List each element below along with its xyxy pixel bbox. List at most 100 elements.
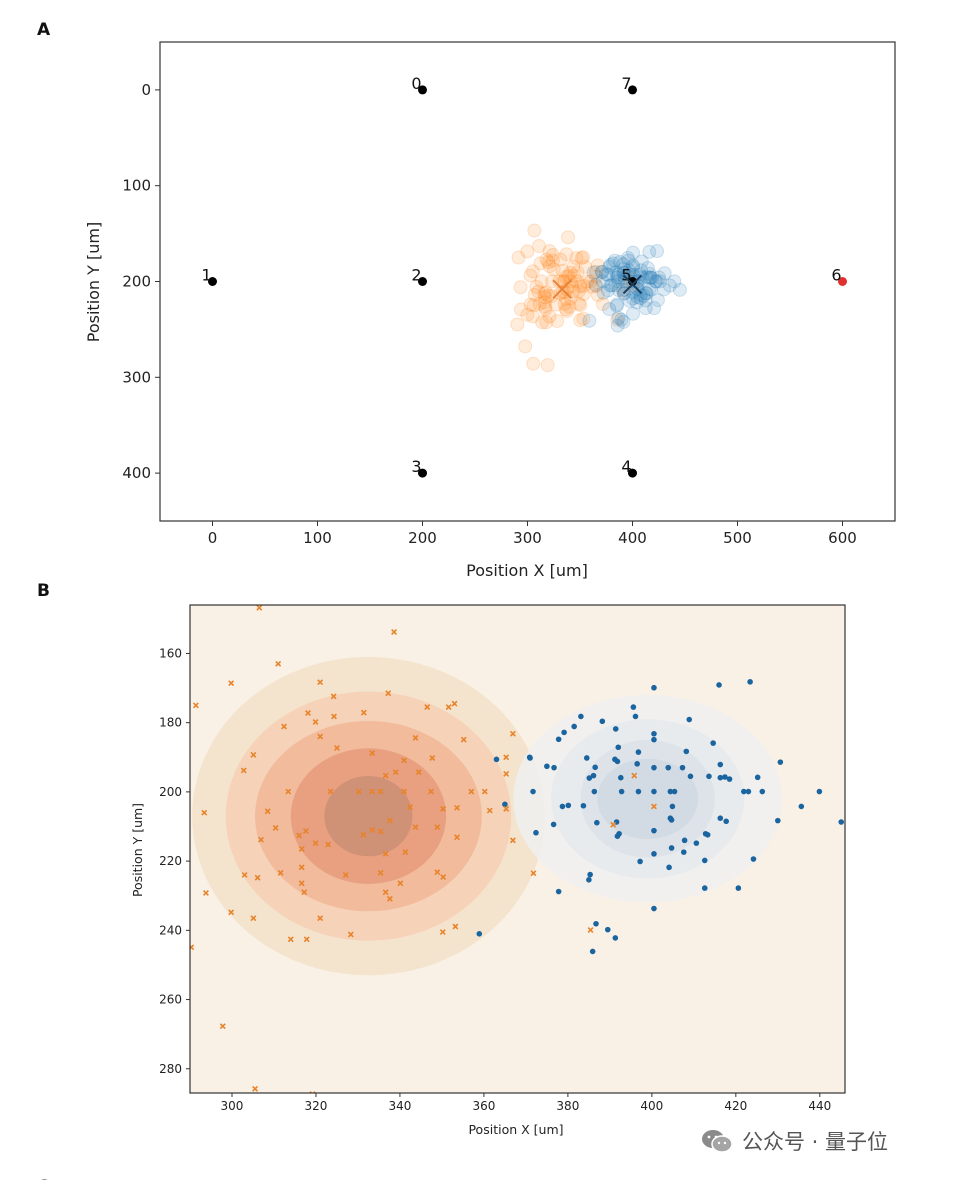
- blue-cluster-point: [610, 318, 625, 333]
- orange-cluster-point: [545, 274, 560, 289]
- orange-cluster-point: [525, 264, 540, 279]
- orange-cluster-point: [202, 889, 209, 896]
- orange-cluster-point: [360, 831, 367, 838]
- y-tick-label: 0: [141, 81, 151, 99]
- electrode-dot: [628, 85, 637, 95]
- orange-cluster-point: [527, 287, 542, 302]
- blue-cluster-point: [717, 761, 724, 768]
- blue-cluster-point: [666, 864, 672, 871]
- blue-cluster-point: [586, 877, 592, 883]
- orange-cluster-point: [407, 804, 413, 811]
- x-tick-label: 500: [723, 529, 752, 547]
- orange-cluster-point: [511, 250, 526, 265]
- orange-cluster-point: [298, 846, 305, 852]
- watermark: 公众号 · 量子位: [700, 1126, 888, 1156]
- blue-cluster-point: [693, 840, 700, 846]
- orange-cluster-point: [481, 788, 488, 795]
- blue-cluster-point: [630, 704, 637, 710]
- blue-cluster-point: [617, 774, 624, 781]
- orange-cluster-point: [578, 260, 593, 275]
- blue-cluster-point: [591, 788, 598, 795]
- x-tick-label: 0: [208, 529, 218, 547]
- orange-cluster-point: [537, 299, 552, 314]
- orange-cluster-point: [532, 296, 547, 311]
- blue-cluster-point: [533, 829, 539, 836]
- blue-cluster-point: [686, 716, 693, 723]
- blue-cluster-point: [592, 764, 598, 771]
- y-tick-label: 280: [159, 1062, 182, 1076]
- orange-cluster-point: [537, 295, 552, 310]
- orange-cluster-point: [219, 1023, 226, 1030]
- blue-cluster-point: [635, 788, 642, 795]
- blue-cluster-point: [604, 926, 611, 933]
- blue-cluster-point: [596, 285, 611, 300]
- orange-cluster-point: [192, 702, 199, 709]
- blue-cluster-point: [603, 258, 618, 273]
- orange-cluster-point: [325, 841, 332, 848]
- orange-cluster-point: [275, 660, 282, 667]
- orange-cluster-point: [301, 889, 308, 896]
- orange-cluster-point: [509, 837, 516, 844]
- orange-cluster-point: [503, 770, 510, 777]
- blue-cluster-point: [614, 758, 621, 765]
- blue-cluster-point: [526, 754, 533, 761]
- orange-cluster-point: [503, 805, 510, 812]
- orange-cluster-point: [590, 287, 605, 302]
- blue-cluster-point: [616, 830, 622, 837]
- orange-cluster-point: [557, 296, 572, 311]
- blue-cluster-point: [754, 774, 761, 781]
- orange-cluster-point: [571, 284, 586, 299]
- orange-cluster-point: [412, 734, 419, 741]
- blue-cluster-point: [550, 821, 557, 828]
- blue-cluster-point: [665, 764, 672, 771]
- orange-cluster-point: [576, 287, 591, 302]
- orange-cluster-point: [525, 309, 540, 324]
- blue-cluster-point: [650, 244, 665, 259]
- blue-cluster-point: [722, 774, 728, 780]
- x-tick-label: 420: [724, 1099, 747, 1113]
- blue-cluster-point: [586, 265, 601, 280]
- blue-cluster-point: [603, 278, 618, 293]
- orange-cluster-point: [342, 871, 349, 878]
- orange-cluster-point: [571, 296, 586, 311]
- y-tick-label: 200: [159, 785, 182, 799]
- orange-cluster-point: [429, 755, 436, 761]
- orange-cluster-point: [331, 713, 337, 720]
- orange-cluster-point: [589, 279, 604, 294]
- blue-cluster-point: [657, 266, 672, 281]
- electrode-label: 7: [621, 74, 631, 93]
- orange-cluster-point: [584, 279, 599, 294]
- blue-cluster-point: [723, 818, 729, 825]
- orange-cluster-point: [559, 304, 574, 319]
- blue-cluster-point: [651, 851, 657, 857]
- orange-cluster-point: [561, 230, 576, 245]
- orange-cluster-point: [559, 247, 574, 262]
- y-tick-label: 300: [122, 368, 151, 386]
- orange-cluster-point: [538, 302, 553, 317]
- blue-cluster-point: [626, 245, 641, 260]
- orange-cluster-point: [382, 889, 389, 896]
- blue-cluster-point: [651, 827, 657, 834]
- x-tick-label: 100: [303, 529, 332, 547]
- orange-cluster-point: [377, 869, 384, 876]
- blue-cluster-point: [681, 837, 688, 844]
- blue-cluster-point: [838, 819, 845, 825]
- orange-cluster-point: [385, 690, 392, 697]
- orange-cluster-point: [250, 915, 257, 922]
- blue-cluster-point: [614, 312, 629, 327]
- blue-cluster-point: [615, 744, 622, 751]
- blue-cluster-point: [735, 885, 742, 891]
- orange-cluster-point: [532, 239, 547, 254]
- blue-cluster-point: [629, 295, 644, 310]
- x-tick-label: 400: [640, 1099, 663, 1113]
- orange-cluster-point: [546, 262, 561, 277]
- orange-density-contour: [324, 775, 413, 857]
- orange-cluster-point: [333, 744, 340, 751]
- orange-cluster-point: [257, 836, 264, 843]
- orange-cluster-point: [369, 788, 376, 795]
- electrode-dot: [628, 468, 637, 478]
- orange-cluster-point: [454, 804, 461, 811]
- x-tick-label: 360: [472, 1099, 495, 1113]
- orange-cluster-point: [451, 700, 458, 707]
- orange-cluster-point: [567, 269, 582, 284]
